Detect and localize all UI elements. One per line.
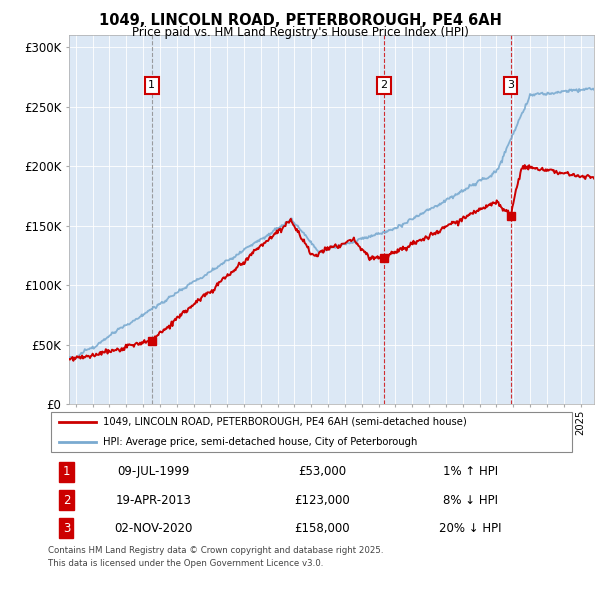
Text: £123,000: £123,000 [295, 493, 350, 507]
Text: 8% ↓ HPI: 8% ↓ HPI [443, 493, 498, 507]
Text: £158,000: £158,000 [295, 522, 350, 535]
Text: 1: 1 [148, 80, 155, 90]
Text: 20% ↓ HPI: 20% ↓ HPI [439, 522, 502, 535]
Text: HPI: Average price, semi-detached house, City of Peterborough: HPI: Average price, semi-detached house,… [103, 437, 418, 447]
Text: 3: 3 [63, 522, 70, 535]
FancyBboxPatch shape [50, 412, 572, 452]
Text: This data is licensed under the Open Government Licence v3.0.: This data is licensed under the Open Gov… [48, 559, 323, 568]
Text: £53,000: £53,000 [298, 466, 347, 478]
Text: 3: 3 [507, 80, 514, 90]
Text: 2: 2 [63, 493, 70, 507]
Text: 1: 1 [63, 466, 70, 478]
Text: Price paid vs. HM Land Registry's House Price Index (HPI): Price paid vs. HM Land Registry's House … [131, 26, 469, 39]
Text: 2: 2 [380, 80, 387, 90]
Text: 1049, LINCOLN ROAD, PETERBOROUGH, PE4 6AH (semi-detached house): 1049, LINCOLN ROAD, PETERBOROUGH, PE4 6A… [103, 417, 467, 427]
Text: 09-JUL-1999: 09-JUL-1999 [118, 466, 190, 478]
Text: 1049, LINCOLN ROAD, PETERBOROUGH, PE4 6AH: 1049, LINCOLN ROAD, PETERBOROUGH, PE4 6A… [98, 13, 502, 28]
Text: 02-NOV-2020: 02-NOV-2020 [115, 522, 193, 535]
Text: 1% ↑ HPI: 1% ↑ HPI [443, 466, 498, 478]
Text: 19-APR-2013: 19-APR-2013 [116, 493, 191, 507]
Text: Contains HM Land Registry data © Crown copyright and database right 2025.: Contains HM Land Registry data © Crown c… [48, 546, 383, 555]
